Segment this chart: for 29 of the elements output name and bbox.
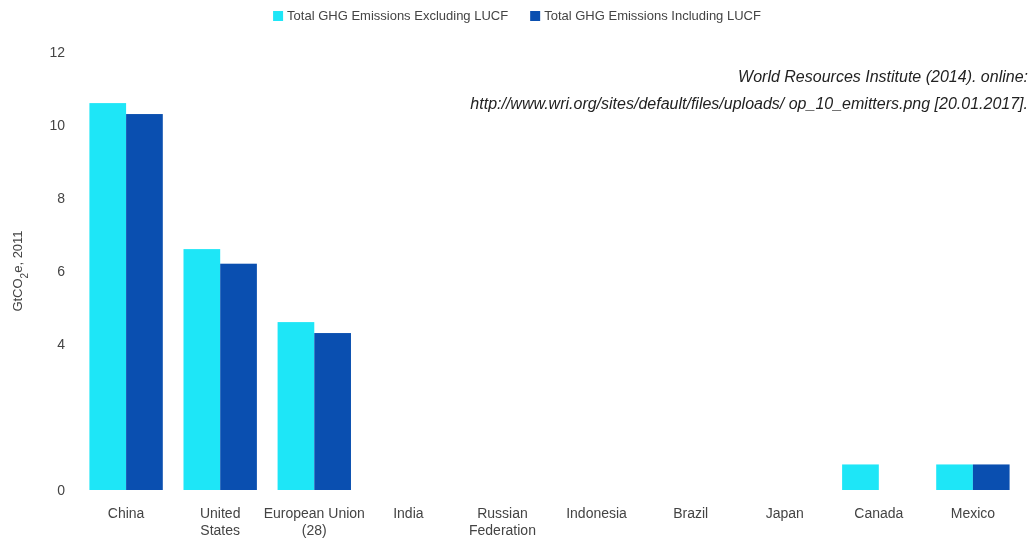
bar [277, 322, 315, 490]
x-tick-label: Mexico [950, 504, 996, 521]
bar [183, 249, 221, 490]
annotation: World Resources Institute (2014). online: [738, 68, 1028, 85]
x-tick-label: Canada [854, 504, 904, 521]
legend-label: Total GHG Emissions Including LUCF [544, 8, 761, 23]
bar [972, 464, 1010, 490]
bar [314, 333, 351, 490]
x-tick-label: United States [199, 504, 241, 539]
x-tick-label: European Union (28) [263, 504, 365, 539]
y-tick-label: 12 [49, 43, 66, 60]
bar [89, 103, 127, 490]
y-tick-label: 0 [57, 481, 66, 498]
y-tick-label: 8 [57, 189, 66, 206]
bar [126, 114, 163, 490]
y-tick-label: 6 [57, 262, 66, 279]
bar [842, 464, 879, 490]
x-tick-label: Brazil [673, 504, 709, 521]
bar [936, 464, 973, 490]
legend-label: Total GHG Emissions Excluding LUCF [287, 8, 509, 23]
y-tick-label: 4 [57, 335, 66, 352]
x-tick-label: Japan [765, 504, 804, 521]
x-tick-label: China [107, 504, 145, 521]
annotation: http://www.wri.org/sites/default/files/uploads/ op_10_emitters.png [20.01.2017]. [470, 95, 1028, 112]
x-tick-label: India [393, 504, 424, 521]
y-tick-label: 10 [49, 116, 66, 133]
bar [220, 263, 257, 490]
x-tick-label: Indonesia [566, 504, 628, 521]
x-tick-label: Russian Federation [468, 504, 536, 539]
